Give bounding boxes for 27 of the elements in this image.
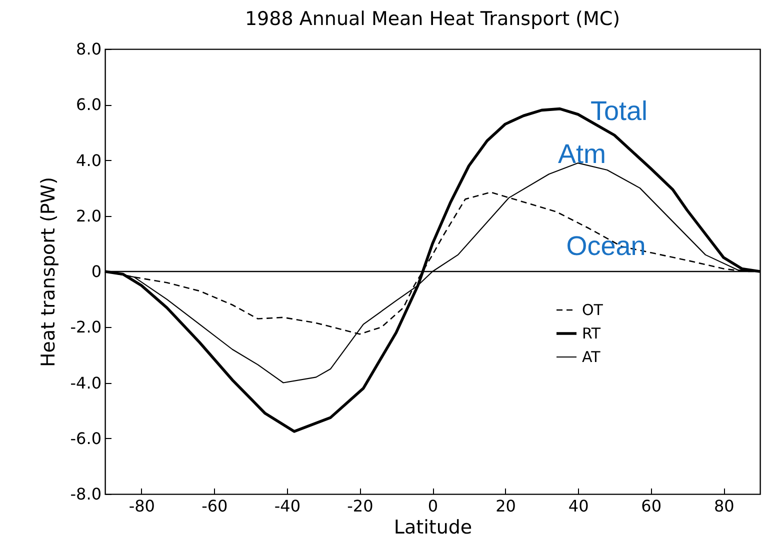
x-tick-label: -80 [128, 496, 155, 516]
y-tick-label: -6.0 [70, 428, 102, 448]
y-tick-label: -2.0 [70, 318, 102, 337]
annotation: Atm [558, 139, 606, 169]
annotation: Total [590, 96, 648, 126]
y-tick-label: 0 [91, 262, 102, 281]
x-tick-label: 80 [714, 496, 734, 516]
y-axis-title: Heat transport (PW) [37, 176, 60, 368]
y-tick-label: 8.0 [76, 40, 102, 58]
x-tick-label: 20 [496, 496, 516, 516]
legend-label: OT [582, 301, 604, 319]
y-tick-label: -8.0 [70, 484, 102, 504]
x-tick-label: -20 [347, 496, 374, 516]
y-tick-label: 6.0 [76, 95, 102, 114]
x-tick-label: -60 [202, 496, 228, 516]
y-tick-label: 4.0 [76, 150, 102, 170]
x-tick-label: 0 [428, 496, 438, 516]
chart-title: 1988 Annual Mean Heat Transport (MC) [244, 8, 620, 30]
y-tick-label: -4.0 [70, 373, 102, 392]
y-tick-label: 2.0 [76, 206, 102, 226]
annotation: Ocean [566, 231, 646, 261]
legend-label: AT [582, 348, 602, 366]
x-tick-label: 40 [568, 496, 589, 516]
x-tick-label: 60 [641, 496, 662, 516]
x-axis-title: Latitude [394, 516, 472, 538]
legend-label: RT [582, 324, 602, 342]
x-tick-label: -40 [274, 496, 301, 516]
